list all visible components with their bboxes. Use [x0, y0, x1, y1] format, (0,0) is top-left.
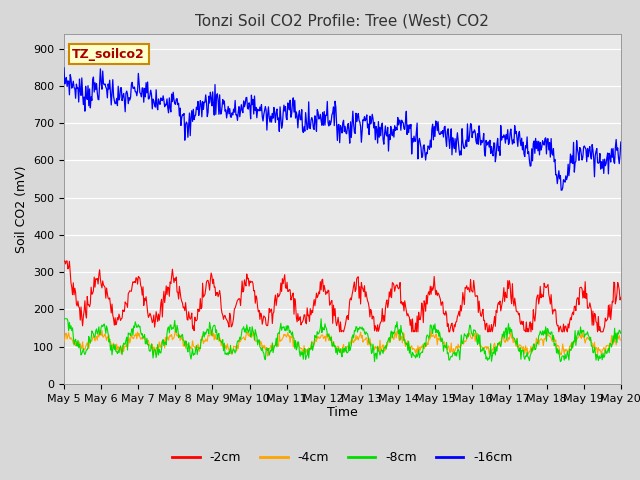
Text: TZ_soilco2: TZ_soilco2 — [72, 48, 145, 60]
Title: Tonzi Soil CO2 Profile: Tree (West) CO2: Tonzi Soil CO2 Profile: Tree (West) CO2 — [195, 13, 490, 28]
Legend: -2cm, -4cm, -8cm, -16cm: -2cm, -4cm, -8cm, -16cm — [167, 446, 518, 469]
Y-axis label: Soil CO2 (mV): Soil CO2 (mV) — [15, 165, 28, 252]
X-axis label: Time: Time — [327, 407, 358, 420]
